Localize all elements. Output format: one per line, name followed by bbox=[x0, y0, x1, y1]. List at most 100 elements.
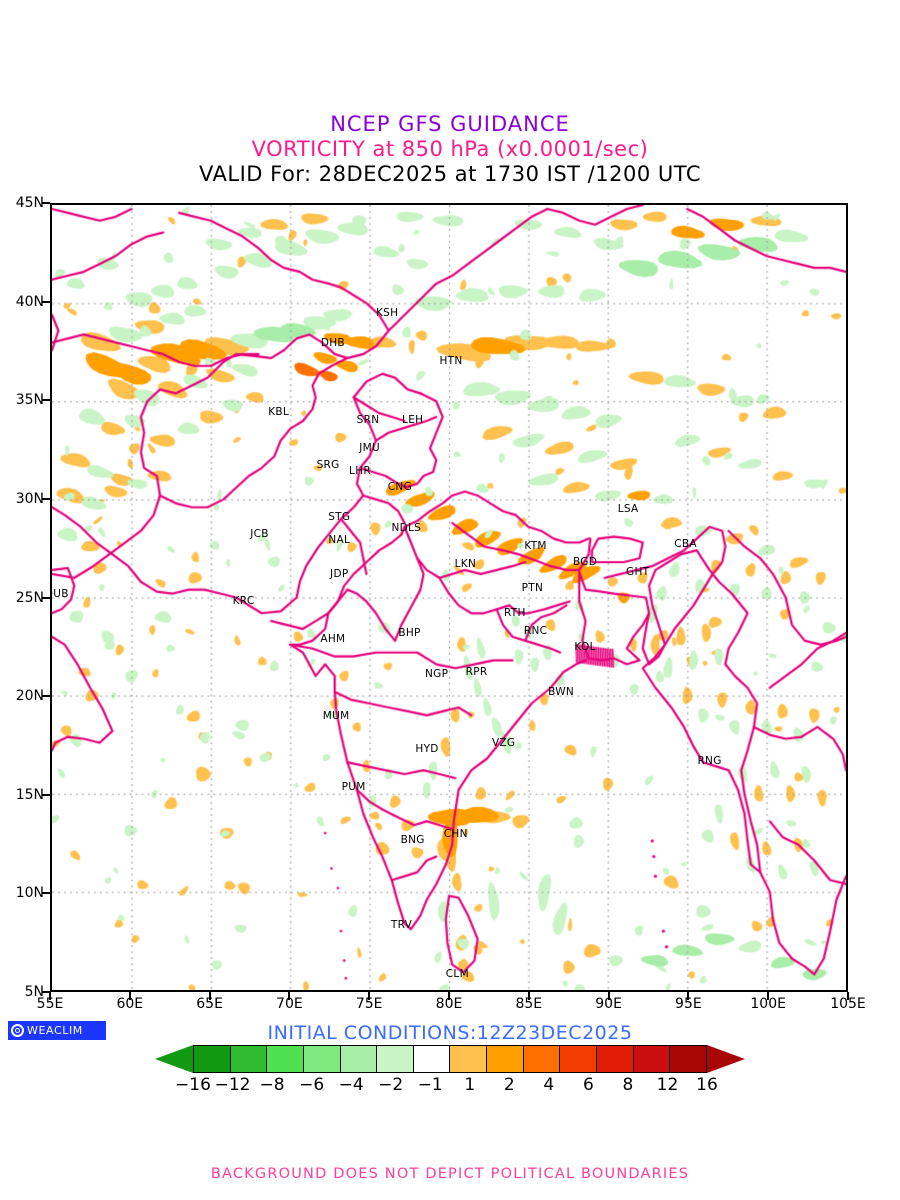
city-label-rnc: RNC bbox=[523, 625, 548, 638]
x-axis-label: 100E bbox=[750, 996, 786, 1012]
title-line-valid-time: VALID For: 28DEC2025 at 1730 IST /1200 U… bbox=[198, 162, 701, 186]
y-axis-label: 15N bbox=[15, 786, 44, 803]
x-tick-mark bbox=[687, 992, 690, 1000]
title-line-model: NCEP GFS GUIDANCE bbox=[330, 112, 570, 136]
weaclim-logo-text: WEACLIM bbox=[27, 1024, 83, 1037]
y-tick-mark bbox=[42, 991, 50, 993]
city-label-rng: RNG bbox=[697, 755, 722, 768]
city-label-bwn: BWN bbox=[548, 686, 575, 699]
city-label-ksh: KSH bbox=[375, 307, 399, 320]
colorbar-cell bbox=[523, 1046, 561, 1072]
x-tick-mark bbox=[288, 992, 291, 1000]
city-label-vzg: VZG bbox=[491, 737, 516, 750]
x-tick-mark bbox=[128, 992, 131, 1000]
colorbar-cell bbox=[560, 1046, 598, 1072]
city-label-srg: SRG bbox=[316, 459, 340, 472]
city-label-kbl: KBL bbox=[268, 406, 290, 419]
colorbar-tick: 16 bbox=[696, 1075, 718, 1095]
weaclim-ring-icon bbox=[11, 1024, 24, 1037]
colorbar-extend-low-arrow bbox=[155, 1045, 193, 1073]
colorbar-cell bbox=[303, 1046, 341, 1072]
x-tick-mark bbox=[847, 992, 849, 1000]
city-label-leh: LEH bbox=[402, 414, 424, 426]
x-tick-mark bbox=[607, 992, 610, 1000]
x-axis-label: 90E bbox=[595, 996, 622, 1012]
colorbar-cell bbox=[377, 1046, 414, 1072]
weaclim-logo[interactable]: WEACLIM bbox=[8, 1021, 106, 1040]
colorbar-tick: −2 bbox=[378, 1075, 404, 1095]
x-tick-mark bbox=[368, 992, 371, 1000]
colorbar-tick: 6 bbox=[582, 1075, 594, 1095]
city-label-ngp: NGP bbox=[425, 668, 449, 681]
colorbar-tick: −6 bbox=[299, 1075, 325, 1095]
city-label-lkn: LKN bbox=[454, 557, 477, 570]
x-axis-label: 105E bbox=[830, 996, 866, 1012]
x-axis-label: 95E bbox=[675, 996, 702, 1012]
y-tick-mark bbox=[42, 793, 50, 796]
x-axis-label: 80E bbox=[435, 996, 463, 1012]
colorbar-cell bbox=[267, 1046, 304, 1072]
colorbar-cell bbox=[597, 1046, 634, 1072]
colorbar-tick: −12 bbox=[214, 1075, 251, 1095]
y-tick-mark bbox=[42, 695, 50, 698]
y-tick-mark bbox=[42, 202, 50, 204]
city-label-stg: STG bbox=[328, 510, 351, 523]
city-label-kol: KOL bbox=[574, 640, 596, 653]
y-axis-label: 25N bbox=[15, 589, 44, 606]
city-label-lsa: LSA bbox=[617, 502, 639, 515]
colorbar-cell bbox=[194, 1046, 231, 1072]
y-axis-label: 30N bbox=[15, 490, 44, 507]
city-label-krc: KRC bbox=[232, 595, 255, 608]
map-plot-area[interactable]: DHB KSH HTN KBL SRN LEH JMU SRG LHR CNG STG NDLS LSA… bbox=[50, 203, 848, 992]
colorbar-cell bbox=[413, 1046, 451, 1072]
y-tick-mark bbox=[42, 300, 50, 303]
x-tick-mark bbox=[767, 992, 770, 1000]
city-label-chn: CHN bbox=[443, 828, 468, 841]
city-label-dhb: DHB bbox=[320, 337, 345, 350]
city-label-clm: CLM bbox=[445, 968, 469, 981]
city-label-rpr: RPR bbox=[465, 666, 488, 679]
city-label-htn: HTN bbox=[439, 354, 463, 367]
y-tick-mark bbox=[42, 497, 50, 500]
city-label-ght: GHT bbox=[626, 565, 650, 578]
city-label-pum: PUM bbox=[341, 780, 366, 793]
y-tick-mark bbox=[42, 596, 50, 599]
x-tick-mark bbox=[527, 992, 530, 1000]
city-label-bhp: BHP bbox=[398, 627, 421, 640]
city-label-hyd: HYD bbox=[415, 743, 439, 756]
colorbar-tick-labels: −16 −12 −8 −6 −4 −2 −1 1 2 4 6 8 12 16 bbox=[175, 1075, 718, 1095]
colorbar-tick: 12 bbox=[656, 1075, 679, 1095]
city-label-jdp: JDP bbox=[330, 567, 349, 580]
colorbar-cell bbox=[340, 1046, 378, 1072]
x-axis-label: 85E bbox=[515, 996, 543, 1012]
city-label-ktm: KTM bbox=[524, 540, 547, 553]
y-axis-label: 5N bbox=[24, 984, 44, 1000]
y-tick-mark bbox=[42, 399, 50, 402]
x-axis-label: 65E bbox=[196, 996, 223, 1012]
x-tick-mark bbox=[448, 992, 450, 1000]
colorbar-tick: −1 bbox=[417, 1075, 443, 1095]
colorbar-cell bbox=[487, 1046, 524, 1072]
city-label-lhr: LHR bbox=[349, 465, 371, 478]
city-label-bng: BNG bbox=[400, 834, 425, 847]
colorbar-cell bbox=[230, 1046, 268, 1072]
colorbar-extend-high-arrow bbox=[707, 1045, 745, 1073]
y-axis-label: 10N bbox=[15, 885, 44, 902]
vorticity-field-canvas bbox=[52, 205, 846, 990]
y-tick-mark bbox=[42, 892, 50, 895]
city-label-jcb: JCB bbox=[250, 528, 269, 541]
title-block: NCEP GFS GUIDANCE VORTICITY at 850 hPa (… bbox=[0, 112, 900, 187]
colorbar-tick: 1 bbox=[464, 1075, 476, 1095]
city-label-dub: DUB bbox=[52, 587, 69, 600]
city-label-mum: MUM bbox=[322, 709, 350, 722]
colorbar-tick: −4 bbox=[338, 1075, 364, 1095]
x-axis-label: 70E bbox=[276, 996, 303, 1012]
colorbar-cells bbox=[193, 1045, 707, 1073]
city-label-ptn: PTN bbox=[521, 581, 544, 594]
city-label-rth: RTH bbox=[503, 607, 526, 620]
city-label-jmu: JMU bbox=[359, 441, 380, 454]
title-line-variable: VORTICITY at 850 hPa (x0.0001/sec) bbox=[251, 137, 649, 161]
colorbar: −16 −12 −8 −6 −4 −2 −1 1 2 4 6 8 12 16 bbox=[155, 1045, 745, 1095]
y-axis-label: 20N bbox=[15, 688, 44, 705]
colorbar-tick: −8 bbox=[259, 1075, 285, 1095]
